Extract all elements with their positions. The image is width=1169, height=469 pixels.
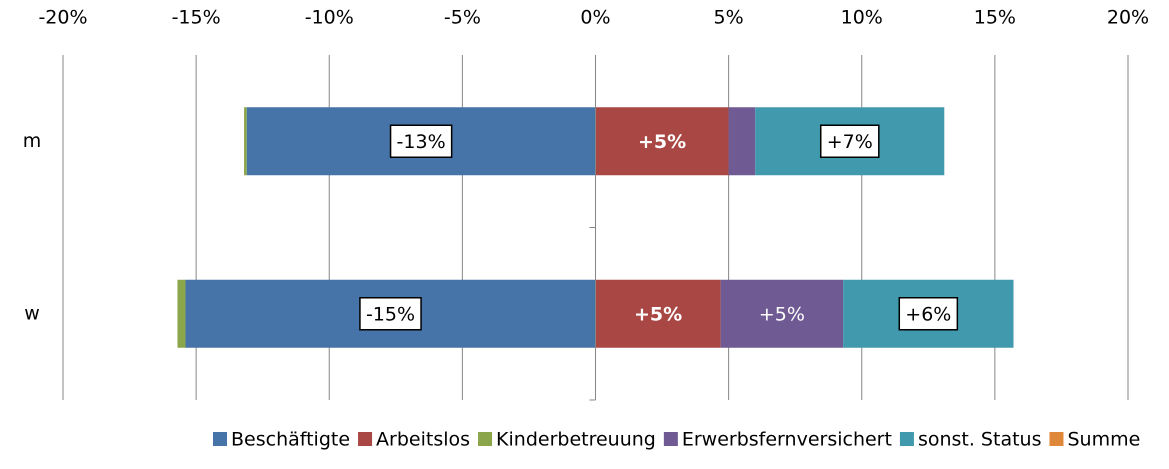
x-tick-label: 5% [714,7,744,29]
data-label: +6% [905,303,951,325]
x-tick-label: -5% [444,7,481,29]
legend-swatch [478,432,493,446]
bar-segment [595,279,721,348]
legend-label: Erwerbsfernversichert [682,429,892,451]
legend-label: Beschäftigte [231,429,350,451]
data-label-box [359,297,422,331]
x-tick-label: 20% [1107,7,1149,29]
y-tick-label: w [24,302,40,324]
data-label-box [819,124,880,158]
data-label: -13% [397,131,446,153]
data-label: -15% [366,303,415,325]
data-label: +5% [759,303,805,325]
bar-segment [177,279,186,348]
data-label: +5% [638,131,686,153]
legend-swatch [213,432,227,446]
x-tick-label: 10% [841,7,883,29]
x-tick-label: -15% [172,7,221,29]
x-tick-label: 0% [580,7,610,29]
bar-segment [244,107,247,176]
legend-swatch [899,432,914,446]
legend-label: Arbeitslos [376,429,470,451]
bar-segment [595,107,729,176]
labels: -13% +5% +7% -15% +5% +5% +6% [359,55,959,401]
data-label-box [389,124,453,158]
legend-swatch [1049,432,1064,446]
data-label: +5% [634,303,682,325]
bar-segment [720,279,844,348]
x-tick-label: -10% [305,7,354,29]
data-label: +7% [827,131,873,153]
legend-label: sonst. Status [918,429,1042,451]
y-tick-label: m [23,130,42,152]
x-tick-label: 15% [974,7,1016,29]
data-label-box [898,297,959,331]
legend-swatch [663,432,678,446]
legend-swatch [358,432,373,446]
legend-label: Kinderbetreuung [496,429,656,451]
bar-segment [728,107,756,176]
x-tick-label: -20% [38,7,87,29]
legend-label: Summe [1067,429,1140,451]
